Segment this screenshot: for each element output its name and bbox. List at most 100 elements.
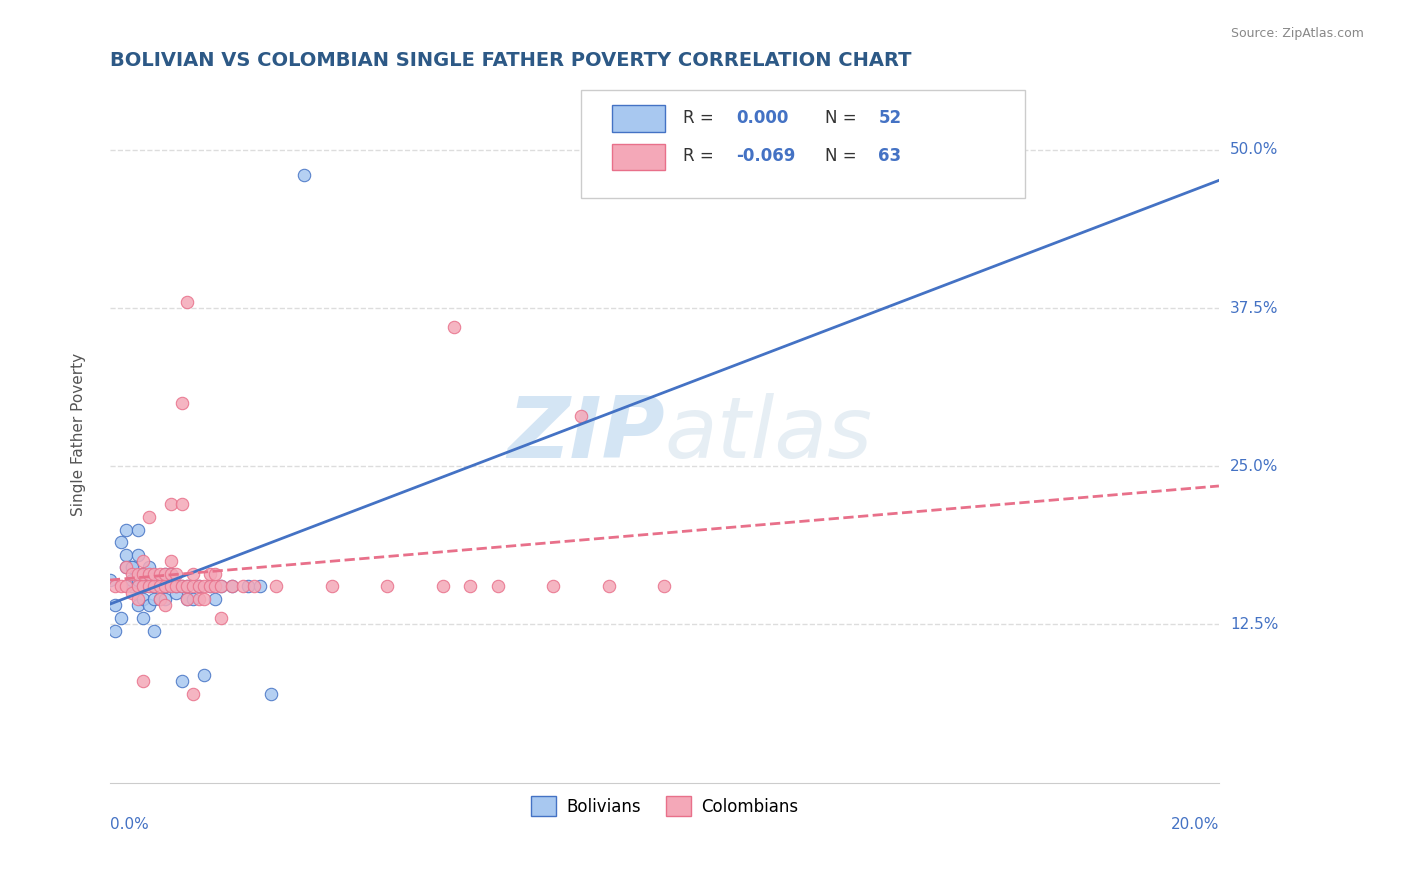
Point xyxy=(232,579,254,593)
Point xyxy=(165,579,187,593)
Point xyxy=(264,579,287,593)
Point xyxy=(121,566,143,581)
Point xyxy=(155,579,177,593)
Point xyxy=(127,599,149,613)
Point xyxy=(458,579,481,593)
Point xyxy=(132,566,155,581)
Point xyxy=(221,579,243,593)
Point xyxy=(104,579,127,593)
Text: 52: 52 xyxy=(879,109,901,127)
Point xyxy=(160,497,183,511)
Point xyxy=(204,579,226,593)
Point xyxy=(204,566,226,581)
Point xyxy=(160,566,183,581)
Point xyxy=(110,535,132,549)
Text: 0.000: 0.000 xyxy=(737,109,789,127)
Text: N =: N = xyxy=(825,147,862,165)
Point xyxy=(170,579,193,593)
Point xyxy=(198,579,221,593)
Point xyxy=(127,523,149,537)
Point xyxy=(110,611,132,625)
FancyBboxPatch shape xyxy=(581,90,1025,198)
Point xyxy=(121,560,143,574)
Point xyxy=(143,592,166,607)
Point xyxy=(443,320,465,334)
Point xyxy=(160,579,183,593)
Point xyxy=(176,592,198,607)
Point xyxy=(115,579,138,593)
Point xyxy=(187,592,209,607)
Point xyxy=(143,579,166,593)
Text: 20.0%: 20.0% xyxy=(1171,817,1219,832)
Point xyxy=(138,560,160,574)
Point xyxy=(138,579,160,593)
Point xyxy=(160,579,183,593)
Point xyxy=(176,294,198,309)
Point xyxy=(598,579,620,593)
Point xyxy=(165,566,187,581)
Point xyxy=(181,566,204,581)
Point xyxy=(209,611,232,625)
Point xyxy=(149,579,172,593)
Point xyxy=(132,554,155,568)
Point xyxy=(198,579,221,593)
Text: 25.0%: 25.0% xyxy=(1230,458,1278,474)
Point xyxy=(149,566,172,581)
Point xyxy=(221,579,243,593)
Point xyxy=(193,592,215,607)
Legend: Bolivians, Colombians: Bolivians, Colombians xyxy=(524,789,804,823)
Point xyxy=(176,592,198,607)
Point xyxy=(132,592,155,607)
Point xyxy=(115,548,138,562)
Point xyxy=(170,579,193,593)
Point xyxy=(138,579,160,593)
FancyBboxPatch shape xyxy=(612,105,665,132)
Point xyxy=(132,579,155,593)
Text: 0.0%: 0.0% xyxy=(110,817,149,832)
Point xyxy=(193,668,215,682)
Point xyxy=(155,566,177,581)
Point xyxy=(375,579,398,593)
Point xyxy=(98,573,121,587)
Point xyxy=(165,579,187,593)
Point xyxy=(432,579,454,593)
Point xyxy=(486,579,509,593)
Point xyxy=(170,497,193,511)
Text: R =: R = xyxy=(683,109,720,127)
Point xyxy=(149,573,172,587)
Point xyxy=(249,579,271,593)
Point xyxy=(127,566,149,581)
Point xyxy=(176,579,198,593)
Text: atlas: atlas xyxy=(665,393,872,476)
Text: 50.0%: 50.0% xyxy=(1230,143,1278,157)
Text: 37.5%: 37.5% xyxy=(1230,301,1278,316)
Point xyxy=(149,592,172,607)
Point xyxy=(121,579,143,593)
Point xyxy=(155,579,177,593)
Text: 63: 63 xyxy=(879,147,901,165)
Point xyxy=(209,579,232,593)
Point xyxy=(243,579,266,593)
Point xyxy=(104,599,127,613)
Point xyxy=(138,566,160,581)
Point xyxy=(209,579,232,593)
Text: R =: R = xyxy=(683,147,720,165)
Point xyxy=(193,579,215,593)
Point xyxy=(170,396,193,410)
Point xyxy=(143,566,166,581)
Text: ZIP: ZIP xyxy=(506,393,665,476)
Point xyxy=(143,624,166,638)
Point xyxy=(654,579,676,593)
Point xyxy=(115,523,138,537)
Point xyxy=(127,573,149,587)
Point xyxy=(127,548,149,562)
Point xyxy=(121,586,143,600)
Text: BOLIVIAN VS COLOMBIAN SINGLE FATHER POVERTY CORRELATION CHART: BOLIVIAN VS COLOMBIAN SINGLE FATHER POVE… xyxy=(110,51,911,70)
Point xyxy=(198,566,221,581)
Text: 12.5%: 12.5% xyxy=(1230,617,1278,632)
Point xyxy=(127,579,149,593)
Point xyxy=(127,592,149,607)
Point xyxy=(132,579,155,593)
Point xyxy=(187,579,209,593)
Point xyxy=(138,509,160,524)
